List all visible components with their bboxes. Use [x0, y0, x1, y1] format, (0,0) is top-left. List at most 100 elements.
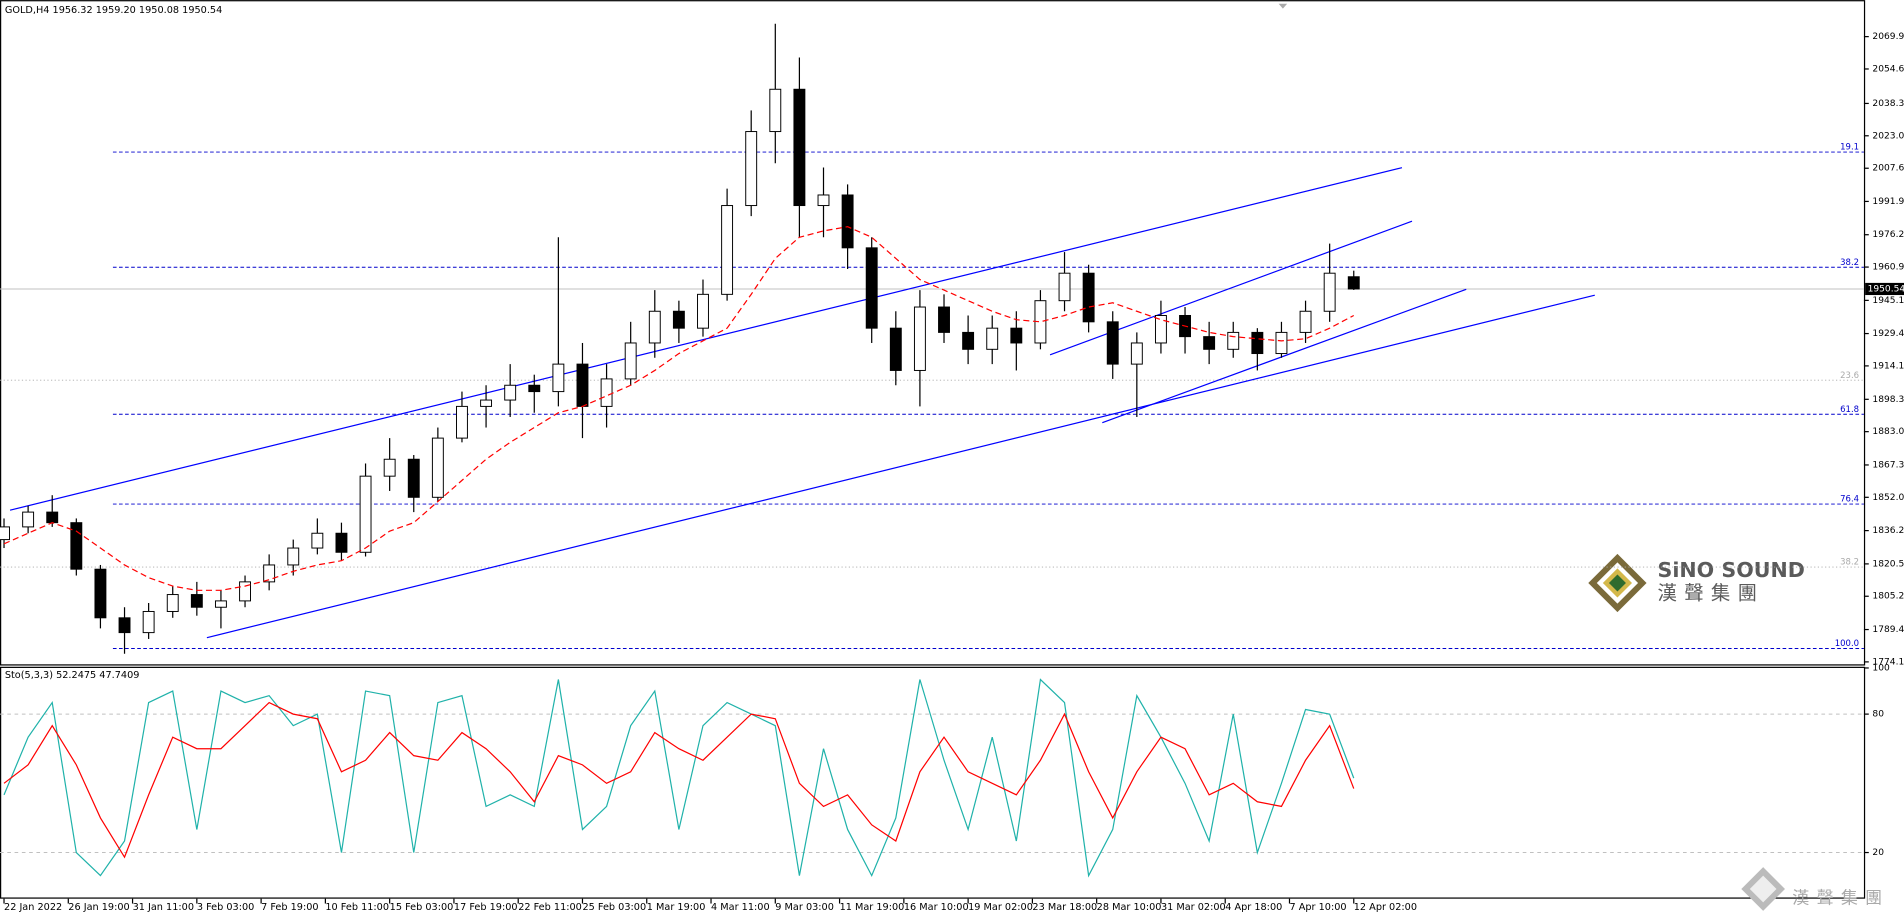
stoch-line: [3, 678, 1355, 878]
x-tick-label: 11 Mar 19:00: [840, 902, 905, 913]
candle-body: [22, 511, 35, 528]
candle-body: [239, 581, 251, 602]
candle-body: [1130, 342, 1143, 365]
watermark-mark: [1741, 867, 1785, 911]
candle-body: [46, 511, 59, 524]
x-tick-label: 22 Feb 11:00: [518, 902, 582, 913]
fib-label: 38.2: [1840, 558, 1859, 568]
y-tick-label: 1805.20: [1872, 592, 1904, 602]
fib-label: 61.8: [1840, 405, 1859, 415]
candle-body: [480, 399, 493, 407]
candle-body: [865, 247, 878, 329]
x-tick-label: 7 Feb 19:00: [261, 902, 318, 913]
x-tick-label: 10 Feb 11:00: [325, 902, 389, 913]
candle-body: [190, 594, 203, 608]
x-tick-label: 1 Mar 19:00: [647, 902, 706, 913]
candle-body: [407, 458, 420, 498]
y-tick-label: 1820.50: [1872, 559, 1904, 569]
trendline: [206, 294, 1595, 639]
x-tick-label: 22 Jan 2022: [4, 902, 62, 913]
last-price-label: 1950.54: [1868, 284, 1904, 294]
y-tick-label: 1867.30: [1872, 460, 1904, 470]
x-tick-label: 16 Mar 10:00: [904, 902, 969, 913]
x-tick-label: 4 Apr 18:00: [1225, 902, 1282, 913]
x-tick-label: 19 Mar 02:00: [968, 902, 1033, 913]
candle-body: [383, 458, 396, 477]
x-tick-label: 28 Mar 10:00: [1097, 902, 1162, 913]
candle-body: [1227, 331, 1240, 350]
trendline: [1102, 288, 1467, 424]
candle-body: [745, 131, 758, 207]
fib-label: 76.4: [1840, 495, 1859, 505]
candle-body: [769, 88, 782, 133]
x-tick-label: 15 Feb 03:00: [390, 902, 454, 913]
y-tick-label: 2038.30: [1872, 99, 1904, 109]
y-tick-label: 2054.60: [1872, 64, 1904, 74]
stoch-line: [3, 701, 1355, 859]
x-tick-label: 31 Mar 02:00: [1161, 902, 1226, 913]
candle-body: [552, 363, 565, 393]
y-tick-label: 1960.90: [1872, 263, 1904, 273]
candle-body: [1251, 331, 1264, 355]
y-tick-label: 1789.45: [1872, 625, 1904, 635]
y-tick-label: 1976.20: [1872, 230, 1904, 240]
fib-label: 38.2: [1840, 258, 1859, 268]
fib-label: 100.0: [1835, 639, 1859, 649]
y-tick-label: 80: [1872, 710, 1884, 720]
candle-body: [600, 378, 613, 407]
candle-body: [624, 342, 637, 380]
main-panel: [0, 0, 1866, 666]
candle-body: [1299, 310, 1312, 333]
candle-body: [962, 331, 975, 350]
candle-body: [1082, 272, 1095, 323]
candle-body: [118, 617, 131, 634]
candle-body: [986, 327, 999, 350]
candle-body: [1058, 272, 1071, 302]
y-tick-label: 1929.45: [1872, 329, 1904, 339]
shift-marker: [1278, 3, 1288, 9]
last-price-box: [1865, 282, 1904, 296]
y-tick-label: 1898.35: [1872, 395, 1904, 405]
x-tick-label: 17 Feb 19:00: [454, 902, 518, 913]
candle-body: [456, 405, 468, 439]
x-tick-label: 9 Mar 03:00: [775, 902, 834, 913]
x-tick-label: 23 Mar 18:00: [1032, 902, 1097, 913]
candle-body: [359, 475, 372, 553]
stoch-title: Sto(5,3,3) 52.2475 47.7409: [5, 670, 140, 681]
candle-body: [335, 532, 348, 553]
x-tick-label: 3 Feb 03:00: [197, 902, 254, 913]
candle-body: [697, 293, 709, 329]
candle-body: [817, 194, 830, 207]
candle-body: [1347, 276, 1360, 290]
x-tick-label: 4 Mar 11:00: [711, 902, 770, 913]
candle-body: [793, 88, 806, 207]
candle-body: [94, 568, 107, 619]
candle-body: [504, 384, 517, 401]
candle-body: [287, 547, 300, 566]
candle-body: [528, 384, 541, 393]
candle-body: [263, 564, 276, 583]
candle-body: [431, 437, 444, 498]
candle-body: [721, 205, 734, 295]
candle-body: [0, 526, 10, 541]
candle-body: [1275, 331, 1288, 355]
fib-label: 23.6: [1840, 371, 1859, 381]
candle-body: [1154, 314, 1167, 344]
x-tick-label: 26 Jan 19:00: [68, 902, 129, 913]
x-tick-label: 31 Jan 11:00: [133, 902, 194, 913]
y-tick-label: 2007.65: [1872, 164, 1904, 174]
candle-body: [70, 522, 83, 570]
fib-label: 19.1: [1840, 143, 1859, 153]
y-tick-label: 2069.90: [1872, 32, 1904, 42]
y-tick-label: 1883.05: [1872, 427, 1904, 437]
logo-mark: [1588, 553, 1647, 613]
candle-body: [311, 532, 324, 549]
y-tick-label: 100: [1872, 663, 1890, 673]
y-tick-label: 2023.00: [1872, 131, 1904, 141]
candle-body: [938, 306, 950, 333]
logo-name: SiNO SOUND: [1658, 558, 1805, 582]
watermark: 漢聲集團: [1792, 889, 1889, 909]
moving-average: [3, 226, 1355, 591]
